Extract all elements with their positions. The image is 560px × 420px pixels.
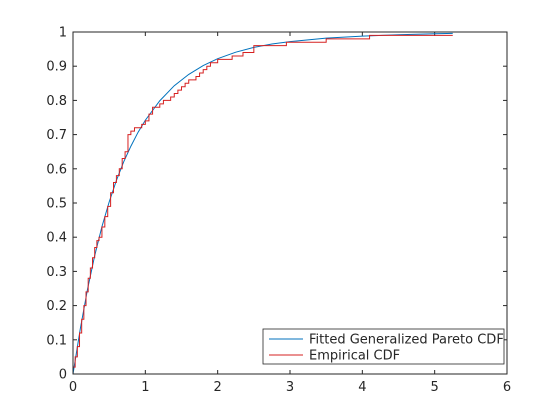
legend: Fitted Generalized Pareto CDF Empirical … bbox=[262, 328, 505, 365]
x-tick-label: 3 bbox=[286, 380, 294, 395]
axis-ticks: 0 1 2 3 4 5 6 0 0.1 0.2 0.3 0.4 0.5 0.6 0.7 0.8 0.9 1 bbox=[46, 26, 511, 396]
x-tick-label: 5 bbox=[431, 380, 439, 395]
x-tick-label: 0 bbox=[69, 380, 77, 395]
x-tick-label: 1 bbox=[141, 380, 149, 395]
y-tick-label: 0.3 bbox=[46, 265, 67, 280]
axes-box bbox=[72, 31, 508, 375]
x-tick-label: 2 bbox=[214, 380, 222, 395]
legend-box bbox=[262, 328, 505, 365]
x-tick-label: 6 bbox=[503, 380, 511, 395]
x-tick-label: 4 bbox=[358, 380, 366, 395]
y-tick-label: 0.4 bbox=[46, 231, 67, 246]
y-tick-label: 0.6 bbox=[46, 162, 67, 177]
y-tick-label: 0.1 bbox=[46, 333, 67, 348]
legend-label-fitted: Fitted Generalized Pareto CDF bbox=[309, 333, 504, 348]
legend-label-empirical: Empirical CDF bbox=[309, 349, 400, 364]
y-tick-label: 0.8 bbox=[46, 94, 67, 109]
y-tick-label: 0.5 bbox=[46, 197, 67, 212]
y-tick-label: 0.9 bbox=[46, 60, 67, 75]
y-tick-label: 0.2 bbox=[46, 299, 67, 314]
plot-area bbox=[73, 32, 507, 374]
y-tick-label: 1 bbox=[59, 26, 67, 41]
series-layer bbox=[72, 32, 453, 375]
y-tick-label: 0 bbox=[59, 368, 67, 383]
y-tick-label: 0.7 bbox=[46, 128, 67, 143]
series-line-empirical bbox=[72, 34, 453, 374]
